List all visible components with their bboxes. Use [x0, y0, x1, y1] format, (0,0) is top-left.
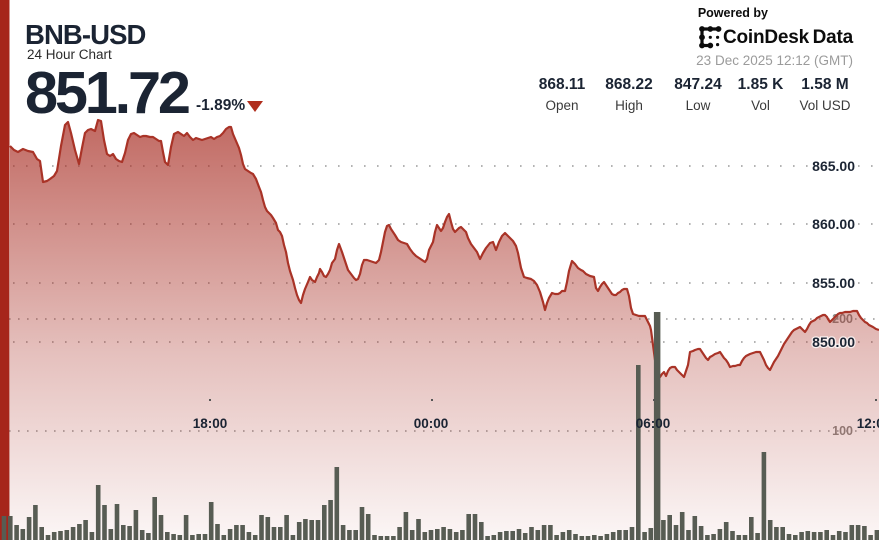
svg-text:00:00: 00:00 — [414, 416, 449, 431]
svg-text:850.00: 850.00 — [812, 334, 855, 350]
svg-text:865.00: 865.00 — [812, 158, 855, 174]
svg-text:12:00: 12:00 — [857, 416, 879, 431]
svg-text:06:00: 06:00 — [636, 416, 671, 431]
svg-text:18:00: 18:00 — [193, 416, 228, 431]
svg-text:860.00: 860.00 — [812, 216, 855, 232]
svg-text:855.00: 855.00 — [812, 275, 855, 291]
